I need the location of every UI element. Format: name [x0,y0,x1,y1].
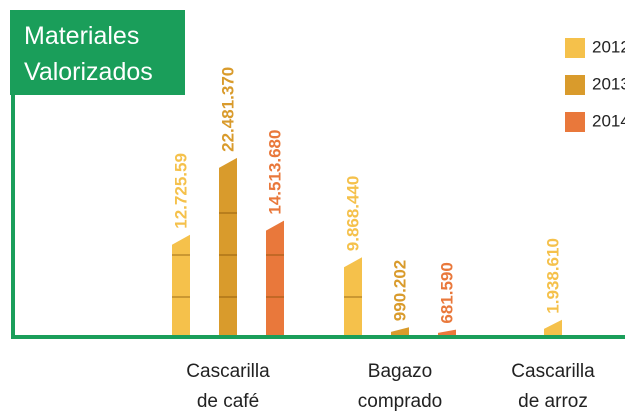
value-label: 990.202 [390,260,409,321]
bar [266,221,284,335]
value-label: 9.868.440 [343,176,362,252]
bar [344,257,362,335]
bar [219,158,237,335]
legend-label: 2013 [592,74,625,93]
legend-swatch [565,75,585,95]
value-label: 681.590 [437,262,456,323]
chart-title: Materiales Valorizados [10,10,185,95]
legend-swatch [565,112,585,132]
legend-swatch [565,38,585,58]
bar [438,330,456,335]
value-label: 12.725.59 [171,153,190,229]
bar [391,327,409,335]
value-label: 14.513.680 [265,130,284,215]
page: 2012 2013 2014 12.725.59 22.481.370 14.513.68… [0,0,625,416]
value-label: 1.938.610 [543,238,562,314]
value-label: 22.481.370 [218,67,237,152]
bar [172,235,190,335]
bar [544,320,562,335]
legend-label: 2014 [592,111,625,130]
